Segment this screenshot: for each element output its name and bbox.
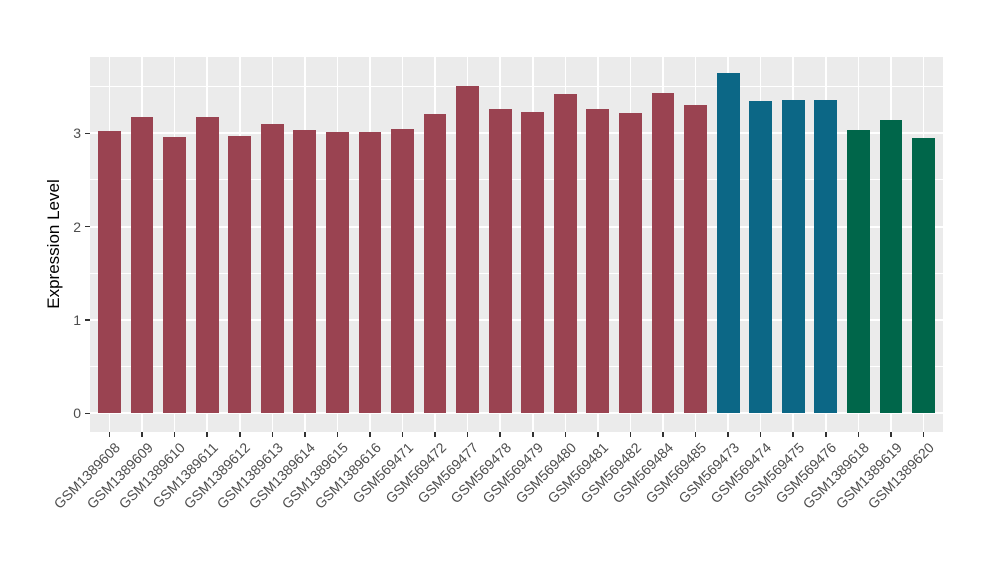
x-tick-GSM1389611 [206,432,208,437]
x-tick-GSM569482 [629,432,632,437]
y-tick-3 [85,132,90,135]
x-tick-GSM1389615 [336,432,339,437]
bar-GSM569485 [684,105,707,414]
bar-GSM1389618 [846,129,870,414]
bar-GSM569471 [391,128,414,414]
x-tick-GSM569473 [727,432,729,437]
x-tick-GSM1389608 [108,432,111,437]
minor-gridline-y-0.5 [90,366,943,368]
y-tick-label-2: 2 [73,218,81,235]
major-gridline-y-1 [90,318,943,321]
bar-GSM569484 [651,93,675,414]
bar-GSM1389613 [260,123,284,414]
bar-GSM569474 [749,100,773,414]
plot-panel [90,57,943,432]
x-tick-GSM569478 [499,432,501,437]
bar-GSM569473 [716,72,740,414]
y-axis-title: Expression Level [44,179,63,309]
bar-GSM569480 [553,94,577,414]
x-tick-GSM569475 [792,432,794,437]
x-tick-GSM1389612 [239,432,241,437]
bar-GSM569475 [781,99,805,414]
y-tick-1 [85,319,90,321]
bar-GSM1389616 [358,132,382,414]
x-tick-GSM569484 [662,432,664,437]
minor-gridline-y-3.5 [90,86,943,88]
y-tick-label-3: 3 [73,125,81,142]
x-tick-GSM1389609 [141,432,143,437]
x-tick-GSM569480 [564,432,567,437]
x-tick-GSM569477 [466,432,469,437]
major-gridline-y-3 [90,132,943,135]
x-tick-GSM569471 [401,432,404,437]
x-tick-GSM1389610 [173,432,176,437]
bar-GSM569478 [488,109,512,414]
bar-GSM1389610 [163,137,187,414]
x-tick-GSM569485 [694,432,697,437]
bar-GSM569479 [521,111,545,414]
bar-GSM1389614 [293,129,317,414]
bar-GSM569481 [586,109,610,414]
x-tick-GSM1389616 [369,432,371,437]
x-tick-GSM1389614 [304,432,306,437]
bar-GSM1389608 [98,130,121,414]
y-tick-0 [85,412,90,415]
major-gridline-y-0 [90,412,943,415]
bar-GSM1389609 [130,117,154,414]
x-tick-GSM569481 [597,432,599,437]
minor-gridline-y-2.5 [90,179,943,181]
x-tick-GSM1389620 [922,432,925,437]
bar-GSM1389615 [326,132,349,414]
bar-GSM569472 [423,113,447,414]
bar-GSM1389619 [879,120,903,414]
y-tick-2 [85,225,90,228]
x-tick-GSM569476 [825,432,827,437]
minor-gridline-y-1.5 [90,272,943,274]
x-tick-GSM569474 [759,432,762,437]
bar-GSM569477 [456,85,480,414]
x-tick-GSM1389618 [857,432,860,437]
bar-GSM1389612 [228,136,252,414]
y-tick-label-1: 1 [73,311,81,328]
y-tick-label-0: 0 [73,405,81,422]
x-tick-GSM569472 [434,432,436,437]
x-tick-GSM1389613 [271,432,274,437]
bar-GSM1389611 [195,117,219,414]
x-tick-GSM1389619 [890,432,892,437]
bar-GSM569482 [619,112,642,414]
major-gridline-y-2 [90,225,943,228]
x-tick-GSM569479 [532,432,534,437]
bar-GSM1389620 [912,137,935,414]
bar-GSM569476 [814,99,838,414]
